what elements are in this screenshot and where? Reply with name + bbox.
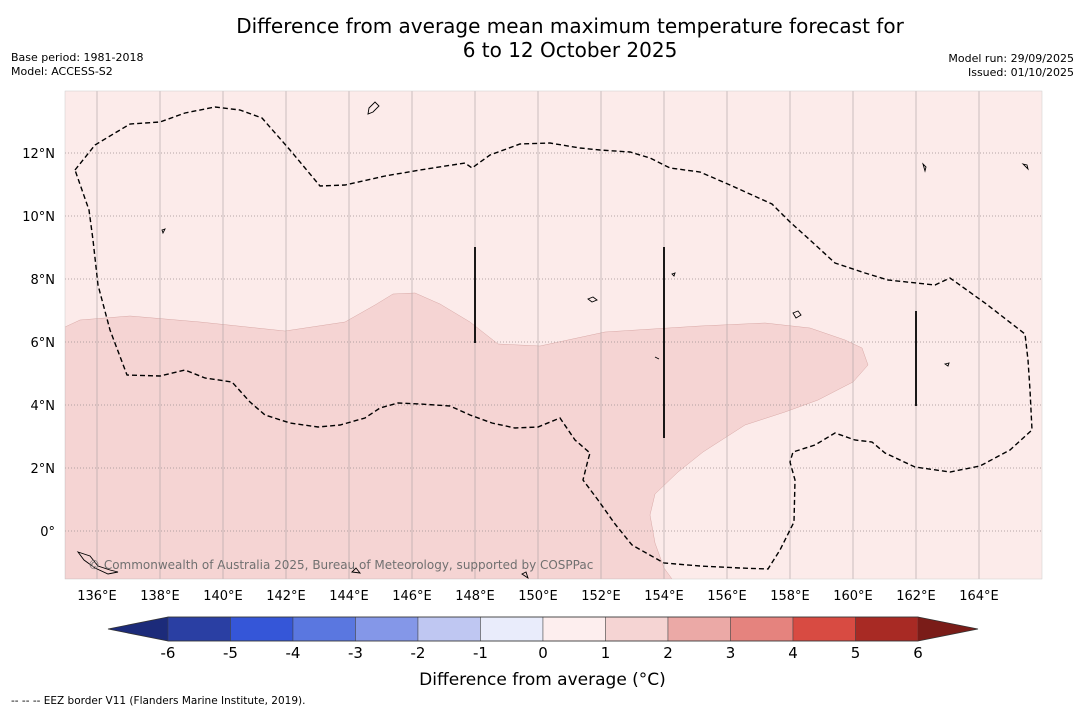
colorbar-segment bbox=[605, 616, 669, 642]
longitude-labels: 136°E 138°E 140°E 142°E 144°E 146°E 148°E 150°E… bbox=[77, 589, 999, 604]
map-title: Difference from average mean maximum tem… bbox=[0, 14, 1085, 62]
lat-label: 10°N bbox=[22, 210, 55, 225]
colorbar-tick-label: -2 bbox=[411, 644, 426, 662]
lon-label: 164°E bbox=[959, 589, 999, 604]
lat-label: 2°N bbox=[31, 462, 56, 477]
lat-label: 0° bbox=[40, 525, 55, 540]
colorbar-tick-label: -3 bbox=[348, 644, 363, 662]
colorbar-tick-label: -5 bbox=[223, 644, 238, 662]
lat-label: 4°N bbox=[31, 399, 56, 414]
colorbar-under-triangle bbox=[108, 617, 168, 641]
model-name: Model: ACCESS-S2 bbox=[11, 65, 113, 78]
colorbar-tick-label: 0 bbox=[538, 644, 548, 662]
lon-label: 142°E bbox=[266, 589, 306, 604]
map-area bbox=[65, 91, 1042, 579]
colorbar-tick-label: 3 bbox=[726, 644, 736, 662]
colorbar-tick-label: 2 bbox=[663, 644, 673, 662]
colorbar-segment bbox=[792, 616, 856, 642]
lon-label: 156°E bbox=[707, 589, 747, 604]
lat-label: 12°N bbox=[22, 147, 55, 162]
colorbar-tick-label: -4 bbox=[286, 644, 301, 662]
issued-date: Issued: 01/10/2025 bbox=[967, 66, 1074, 79]
colorbar-tick-label: -1 bbox=[473, 644, 488, 662]
meta-right: Model run: 29/09/2025 Issued: 01/10/2025 bbox=[948, 52, 1074, 80]
lon-label: 144°E bbox=[329, 589, 369, 604]
colorbar-segment bbox=[542, 616, 606, 642]
colorbar bbox=[107, 616, 979, 642]
colorbar-segment bbox=[855, 616, 919, 642]
colorbar-tick-labels: -6 -5 -4 -3 -2 -1 0 1 2 3 4 5 6 bbox=[161, 644, 923, 662]
lon-label: 138°E bbox=[140, 589, 180, 604]
colorbar-segment bbox=[480, 616, 544, 642]
colorbar-title: Difference from average (°C) bbox=[419, 670, 666, 690]
lon-label: 148°E bbox=[455, 589, 495, 604]
colorbar-outline bbox=[107, 616, 979, 642]
colorbar-segment bbox=[730, 616, 794, 642]
lat-label: 6°N bbox=[31, 336, 56, 351]
lon-label: 136°E bbox=[77, 589, 117, 604]
meta-left: Base period: 1981-2018 Model: ACCESS-S2 bbox=[11, 51, 143, 79]
graticule-lat-lines bbox=[65, 152, 1042, 532]
lon-label: 162°E bbox=[896, 589, 936, 604]
map-frame bbox=[64, 90, 1043, 580]
latitude-labels: 12°N 10°N 8°N 6°N 4°N 2°N 0° bbox=[22, 147, 55, 540]
colorbar-over-triangle bbox=[918, 617, 978, 641]
title-line-1: Difference from average mean maximum tem… bbox=[236, 14, 904, 38]
lon-label: 160°E bbox=[833, 589, 873, 604]
colorbar-segment bbox=[167, 616, 231, 642]
colorbar-tick-label: 4 bbox=[788, 644, 798, 662]
eez-border-line bbox=[74, 106, 1033, 570]
colorbar-segment bbox=[355, 616, 419, 642]
colorbar-segment bbox=[292, 616, 356, 642]
island-outlines bbox=[76, 101, 1029, 579]
base-period: Base period: 1981-2018 bbox=[11, 51, 144, 64]
copyright-notice: © Commonwealth of Australia 2025, Bureau… bbox=[88, 558, 594, 572]
lon-label: 154°E bbox=[644, 589, 684, 604]
lon-label: 158°E bbox=[770, 589, 810, 604]
model-run: Model run: 29/09/2025 bbox=[948, 52, 1074, 65]
colorbar-tick-label: 5 bbox=[851, 644, 861, 662]
lon-label: 146°E bbox=[392, 589, 432, 604]
lon-label: 152°E bbox=[581, 589, 621, 604]
lon-label: 150°E bbox=[518, 589, 558, 604]
colorbar-tick-label: 6 bbox=[913, 644, 923, 662]
title-line-2: 6 to 12 October 2025 bbox=[462, 38, 678, 62]
colorbar-segment bbox=[417, 616, 481, 642]
colorbar-segment bbox=[667, 616, 731, 642]
lat-label: 8°N bbox=[31, 273, 56, 288]
colorbar-tick-label: -6 bbox=[161, 644, 176, 662]
anomaly-1-to-2-region bbox=[65, 292, 869, 579]
colorbar-tick-label: 1 bbox=[601, 644, 611, 662]
lon-label: 140°E bbox=[203, 589, 243, 604]
contour-segments bbox=[474, 247, 917, 438]
colorbar-segment bbox=[230, 616, 294, 642]
eez-legend-note: -- -- -- EEZ border V11 (Flanders Marine… bbox=[11, 695, 306, 707]
